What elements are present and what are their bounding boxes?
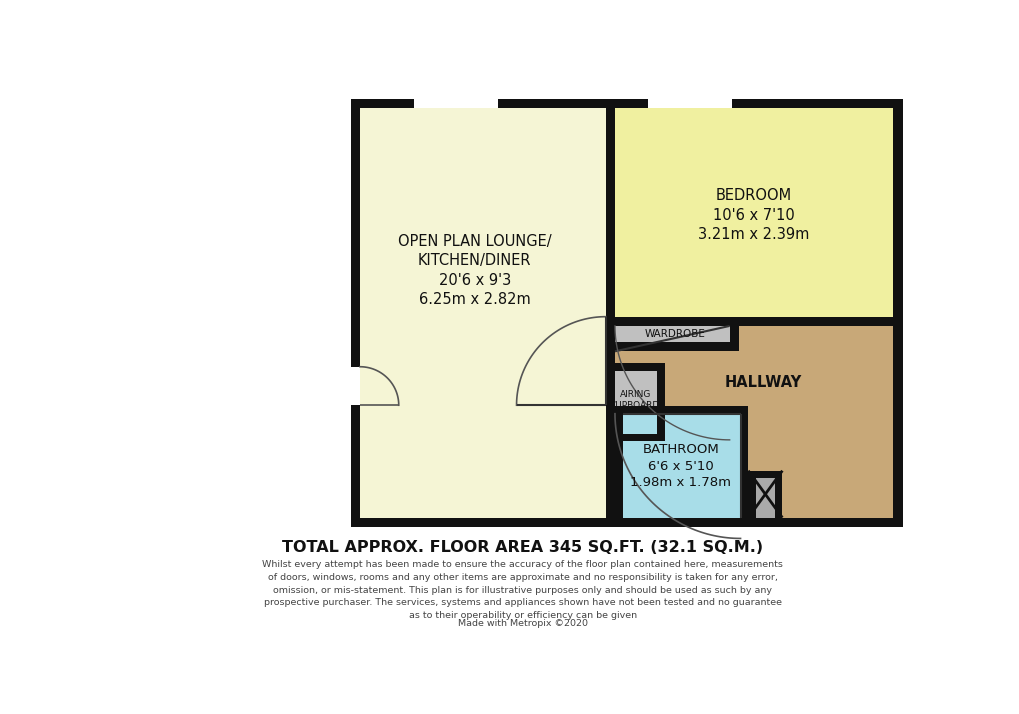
Bar — [614, 433, 664, 441]
Bar — [656, 363, 664, 441]
Bar — [614, 406, 748, 413]
Bar — [740, 406, 748, 518]
Bar — [648, 99, 732, 108]
Bar — [614, 317, 893, 326]
Bar — [605, 108, 614, 518]
Bar — [360, 108, 893, 518]
Bar — [773, 471, 782, 518]
Bar — [614, 108, 893, 317]
Bar — [614, 326, 893, 518]
Text: OPEN PLAN LOUNGE/
KITCHEN/DINER
20'6 x 9'3
6.25m x 2.82m: OPEN PLAN LOUNGE/ KITCHEN/DINER 20'6 x 9… — [397, 234, 551, 307]
Bar — [614, 317, 738, 326]
Bar — [614, 406, 623, 518]
Bar — [614, 342, 738, 351]
Bar — [360, 108, 605, 518]
Bar — [748, 471, 755, 518]
Text: Whilst every attempt has been made to ensure the accuracy of the floor plan cont: Whilst every attempt has been made to en… — [262, 560, 783, 620]
Bar — [748, 471, 782, 478]
Text: Made with Metropix ©2020: Made with Metropix ©2020 — [458, 618, 587, 628]
Text: AIRING
CUPBOARD: AIRING CUPBOARD — [609, 390, 659, 410]
Text: WARDROBE: WARDROBE — [644, 329, 705, 339]
Bar — [414, 99, 497, 108]
Bar — [614, 363, 664, 371]
Bar — [351, 99, 902, 527]
Text: BEDROOM
10'6 x 7'10
3.21m x 2.39m: BEDROOM 10'6 x 7'10 3.21m x 2.39m — [697, 188, 809, 242]
Bar — [614, 406, 748, 518]
Bar — [614, 317, 738, 351]
Bar — [351, 367, 360, 406]
Text: TOTAL APPROX. FLOOR AREA 345 SQ.FT. (32.1 SQ.M.): TOTAL APPROX. FLOOR AREA 345 SQ.FT. (32.… — [282, 540, 762, 555]
Bar — [614, 363, 664, 441]
Text: HALLWAY: HALLWAY — [723, 375, 801, 390]
Text: BATHROOM
6'6 x 5'10
1.98m x 1.78m: BATHROOM 6'6 x 5'10 1.98m x 1.78m — [630, 443, 731, 489]
Bar — [748, 471, 782, 518]
Bar — [729, 317, 738, 351]
